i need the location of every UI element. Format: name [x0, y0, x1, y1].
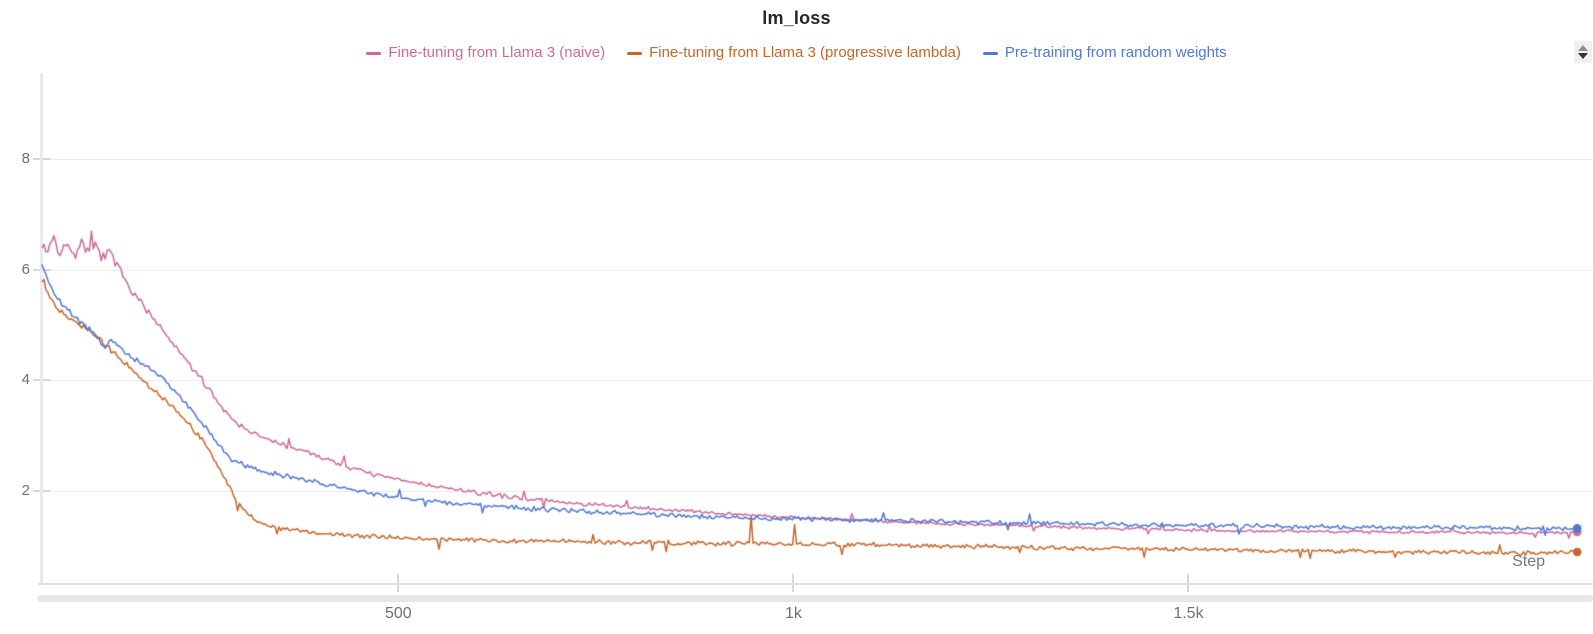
horizontal-scrollbar[interactable]	[37, 595, 1593, 602]
y-tick-label: 8	[21, 149, 30, 167]
x-tick-label: 1k	[784, 605, 802, 622]
y-tick-label: 2	[21, 482, 30, 500]
y-tick-label: 6	[21, 260, 30, 278]
y-tick-label: 4	[21, 371, 30, 389]
x-tick-label: 1.5k	[1173, 605, 1204, 622]
x-axis-label: Step	[1512, 553, 1545, 570]
x-tick-label: 500	[384, 605, 412, 622]
